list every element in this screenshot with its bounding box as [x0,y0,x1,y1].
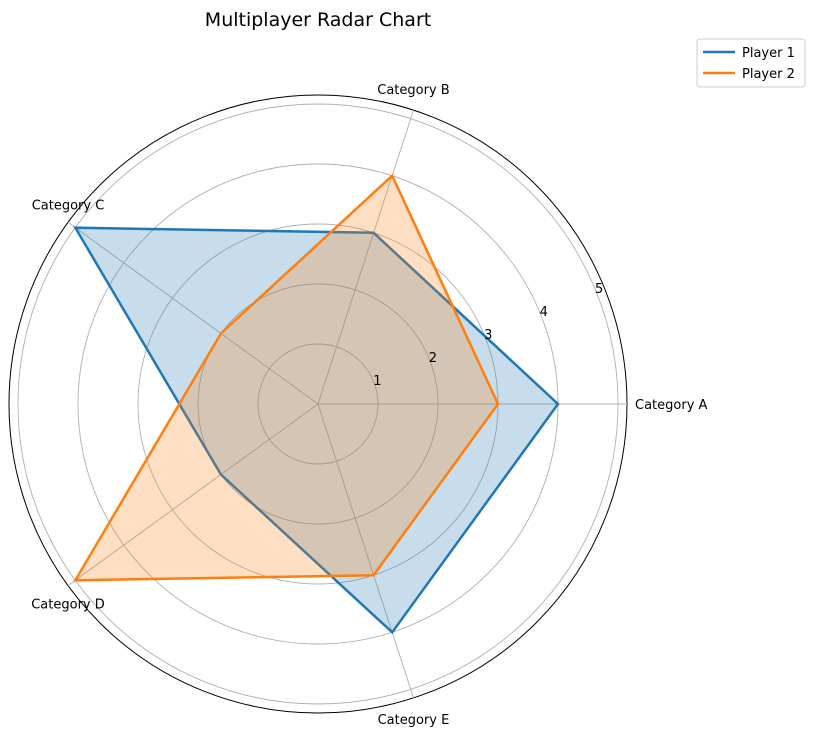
radial-tick-label: 4 [540,305,548,320]
chart-title: Multiplayer Radar Chart [205,9,431,31]
legend: Player 1 Player 2 [696,38,806,88]
series-layer [73,173,560,635]
category-labels: Category A Category B Category C Category D… [31,83,707,728]
category-label: Category D [31,598,105,613]
category-label: Category A [635,398,708,413]
series-line-player-1 [73,226,560,635]
radial-tick-label: 5 [595,282,603,297]
spoke-line [317,403,414,699]
series-fill-player-1 [75,227,559,633]
legend-label-player-2: Player 2 [742,67,795,82]
category-label: Category B [377,83,449,98]
radial-tick-labels: 1 2 3 4 5 [373,282,603,389]
radial-tick-label: 2 [429,351,437,366]
category-label: Category E [378,713,450,728]
spoke-line [67,222,319,405]
radial-tick-label: 1 [373,374,381,389]
series-line-player-2 [73,173,500,582]
category-spokes [67,109,627,699]
series-fill-player-2 [75,175,499,581]
radial-tick-label: 3 [484,328,492,343]
legend-label-player-1: Player 1 [742,46,795,61]
category-label: Category C [32,198,105,213]
spoke-line [67,403,319,586]
spoke-line [317,109,414,405]
